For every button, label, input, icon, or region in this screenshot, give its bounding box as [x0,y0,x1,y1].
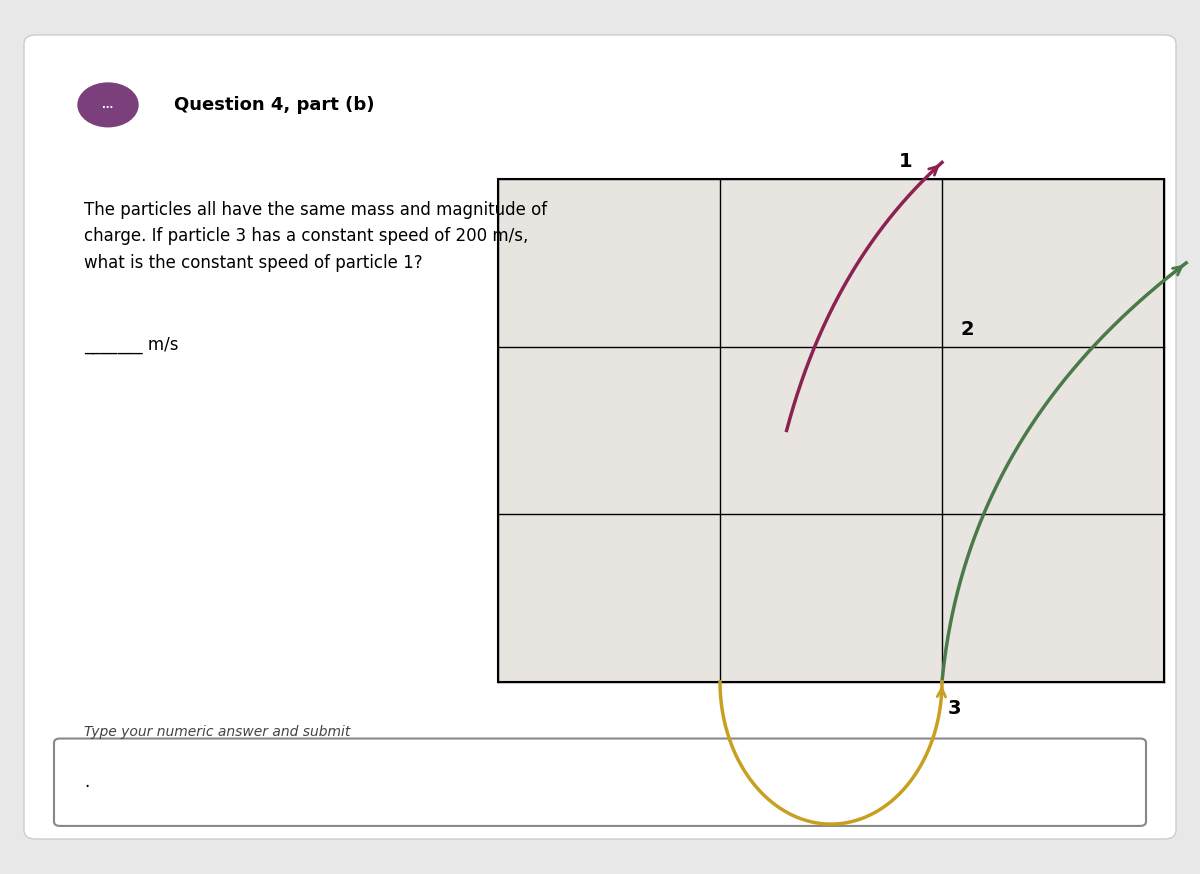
Text: ...: ... [102,100,114,110]
FancyBboxPatch shape [54,739,1146,826]
Text: .: . [84,773,89,791]
Text: 2: 2 [960,321,973,339]
Text: _______ m/s: _______ m/s [84,336,179,355]
Text: Question 4, part (b): Question 4, part (b) [174,96,374,114]
Bar [498,179,1164,682]
Text: 3: 3 [948,699,961,718]
Circle shape [78,83,138,127]
Text: Type your numeric answer and submit: Type your numeric answer and submit [84,725,350,739]
FancyBboxPatch shape [24,35,1176,839]
Text: 1: 1 [899,152,912,170]
Text: The particles all have the same mass and magnitude of
charge. If particle 3 has : The particles all have the same mass and… [84,201,547,272]
